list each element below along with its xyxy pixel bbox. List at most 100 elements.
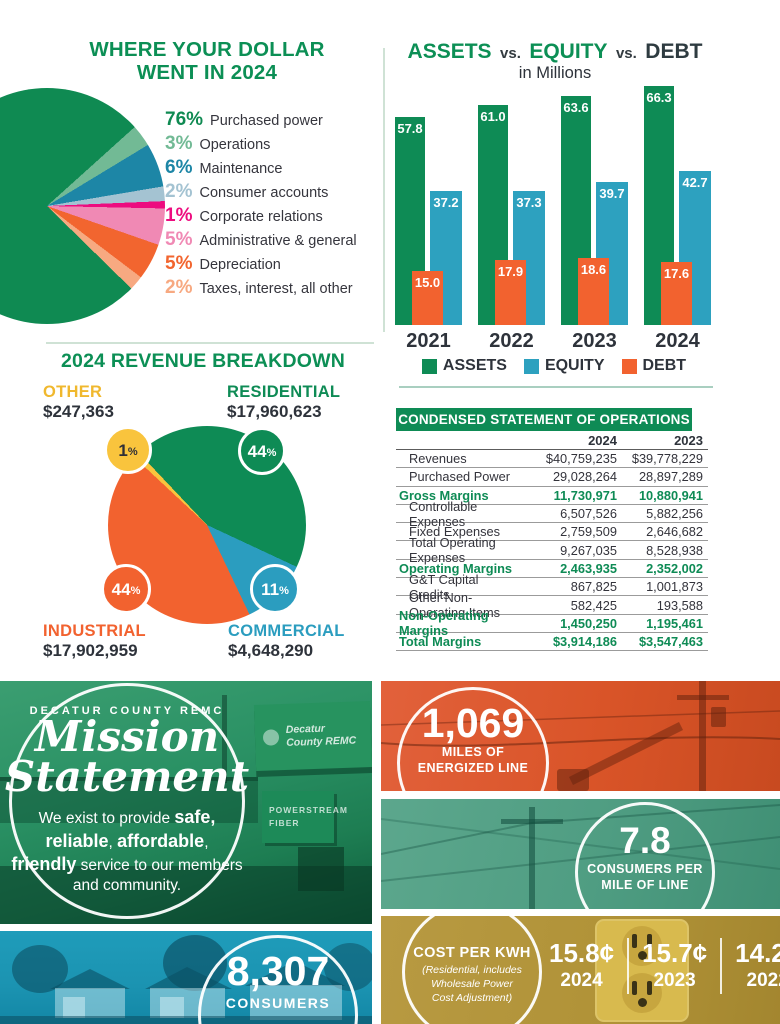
- badge-commercial-value: 11: [261, 579, 280, 599]
- miles-label-line1: MILES OF: [441, 745, 505, 759]
- statement-row: Non-Operating Margins 1,450,250 1,195,461: [396, 608, 708, 638]
- statement-row: Revenues $40,759,235 $39,778,229: [396, 450, 708, 469]
- legend-percent: 6%: [165, 157, 193, 178]
- revenue-label-commercial: COMMERCIAL $4,648,290: [228, 622, 345, 661]
- dollar-title-line2: WENT IN 2024: [136, 61, 278, 84]
- row-label: Non-Operating Margins: [399, 608, 489, 639]
- cost-tile: COST PER KWH (Residential, includes Whol…: [381, 916, 780, 1024]
- row-value-2023: 10,880,941: [638, 487, 703, 503]
- cost-entry: 14.2¢2022: [735, 940, 780, 992]
- sign-line3: POWERSTREAM: [269, 805, 348, 816]
- row-label: Controllable Expenses: [409, 498, 478, 529]
- mission-body-segment: service to our members and community.: [72, 857, 243, 895]
- badge-residential-value: 44: [247, 441, 267, 461]
- cost-subheading: (Residential, includes Wholesale Power C…: [422, 964, 522, 1006]
- bar-debt-2024: 17.6: [661, 262, 692, 325]
- bar-value-label: 15.0: [414, 275, 441, 290]
- row-label: G&T Capital Credits: [409, 571, 479, 602]
- entry-divider: [720, 938, 723, 994]
- miles-label-line2: ENERGIZED LINE: [417, 761, 529, 776]
- sign-post: [298, 847, 344, 891]
- legend-label: Purchased power: [210, 113, 323, 129]
- row-label: Fixed Expenses: [409, 524, 501, 540]
- bar-chart-x-axis: 2021 2022 2023 2024: [395, 330, 713, 354]
- badge-other-sym: %: [127, 446, 138, 458]
- other-name: OTHER: [43, 383, 103, 401]
- x-axis-label: 2024: [655, 330, 700, 352]
- dollar-section-title: WHERE YOUR DOLLAR WENT IN 2024: [52, 38, 362, 84]
- badge-other-value: 1: [118, 440, 128, 460]
- row-value-2024: $40,759,235: [545, 451, 617, 467]
- bar-value-label: 37.3: [516, 195, 542, 210]
- bar-value-label: 18.6: [580, 262, 607, 277]
- legend-label: DEBT: [642, 357, 687, 374]
- row-value-2023: 2,646,682: [646, 524, 703, 540]
- legend-percent: 2%: [165, 277, 193, 298]
- row-value-2023: 193,588: [656, 597, 703, 613]
- x-axis-label: 2021: [406, 330, 451, 352]
- cost-year: 2023: [653, 970, 696, 991]
- bar-debt-2023: 18.6: [578, 258, 609, 325]
- cost-sub-line1: (Residential, includes: [422, 964, 522, 976]
- bar-value-label: 57.8: [397, 121, 423, 136]
- bar-value-label: 42.7: [682, 175, 708, 190]
- bar-chart-subtitle: in Millions: [518, 64, 592, 82]
- dollar-legend-item: 6% Maintenance: [165, 157, 380, 181]
- mission-eyebrow: DECATUR COUNTY REMC: [29, 705, 225, 718]
- row-label: Other Non-Operating Items: [409, 590, 501, 621]
- statement-row: G&T Capital Credits 867,825 1,001,873: [396, 572, 708, 602]
- dollar-pie-legend: 76% Purchased power 3% Operations 6% Maintena…: [165, 109, 380, 301]
- mission-body-segment: We exist to provide: [38, 810, 175, 828]
- row-value-2024: 1,450,250: [560, 615, 617, 631]
- row-value-2023: 2,352,002: [646, 560, 703, 576]
- row-value-2024: 6,507,526: [560, 506, 617, 522]
- row-label: Revenues: [409, 451, 467, 467]
- legend-swatch: [523, 358, 539, 374]
- miles-tile: 1,069 MILES OF ENERGIZED LINE: [381, 681, 780, 791]
- statement-row: Fixed Expenses 2,759,509 2,646,682: [396, 523, 708, 542]
- density-tile: 7.8 CONSUMERS PER MILE OF LINE: [381, 799, 780, 909]
- left-section-divider: [46, 342, 374, 344]
- statement-row: Operating Margins 2,463,935 2,352,002: [396, 560, 708, 579]
- row-value-2023: 28,897,289: [638, 469, 703, 485]
- legend-percent: 2%: [165, 181, 193, 202]
- mission-body-segment: safe,: [174, 807, 216, 828]
- bar-value-label: 17.9: [497, 264, 524, 279]
- cost-sub-line2: Wholesale Power: [431, 977, 513, 990]
- row-value-2024: 867,825: [570, 579, 617, 595]
- legend-label: Corporate relations: [199, 209, 323, 225]
- bar-value-label: 61.0: [480, 109, 506, 124]
- entry-divider: [627, 938, 630, 994]
- row-label: Total Operating Expenses: [409, 535, 496, 566]
- legend-label: Depreciation: [199, 257, 281, 273]
- sign-logo-icon: [262, 729, 280, 746]
- powerstream-sign-graphic: POWERSTREAM FIBER: [262, 791, 348, 843]
- statement-row: Controllable Expenses 6,507,526 5,882,256: [396, 499, 708, 529]
- legend-percent: 5%: [165, 229, 193, 250]
- row-value-2024: 582,425: [570, 597, 617, 613]
- bar-value-label: 37.2: [433, 195, 459, 210]
- density-label-line1: CONSUMERS PER: [587, 861, 703, 876]
- cost-circle: COST PER KWH (Residential, includes Whol…: [402, 916, 542, 1024]
- legend-label: Maintenance: [199, 161, 283, 177]
- row-label: Gross Margins: [399, 487, 489, 503]
- bar-assets-2024: 66.3: [644, 86, 674, 325]
- dollar-title-line1: WHERE YOUR DOLLAR: [89, 38, 325, 61]
- residential-name: RESIDENTIAL: [227, 383, 341, 401]
- dollar-legend-item: 2% Consumer accounts: [165, 181, 380, 205]
- badge-other: 1%: [104, 426, 152, 474]
- legend-percent: 1%: [165, 205, 193, 226]
- density-value: 7.8: [619, 820, 671, 861]
- bar-value-label: 66.3: [646, 90, 672, 105]
- remc-sign-graphic: Decatur County REMC: [253, 700, 372, 772]
- bar-debt-2022: 17.9: [495, 260, 526, 325]
- cost-entry: 15.8¢ 2024: [549, 940, 614, 992]
- badge-commercial: 11%: [250, 564, 300, 614]
- legend-percent: 3%: [165, 133, 193, 154]
- bar-debt-2021: 15.0: [412, 271, 443, 325]
- bar-value-label: 63.6: [563, 100, 589, 115]
- sign-line2: County REMC: [286, 734, 357, 749]
- miles-label: MILES OF ENERGIZED LINE: [418, 744, 528, 777]
- row-value-2023: 1,195,461: [646, 615, 703, 631]
- row-value-2023: $39,778,229: [631, 451, 703, 467]
